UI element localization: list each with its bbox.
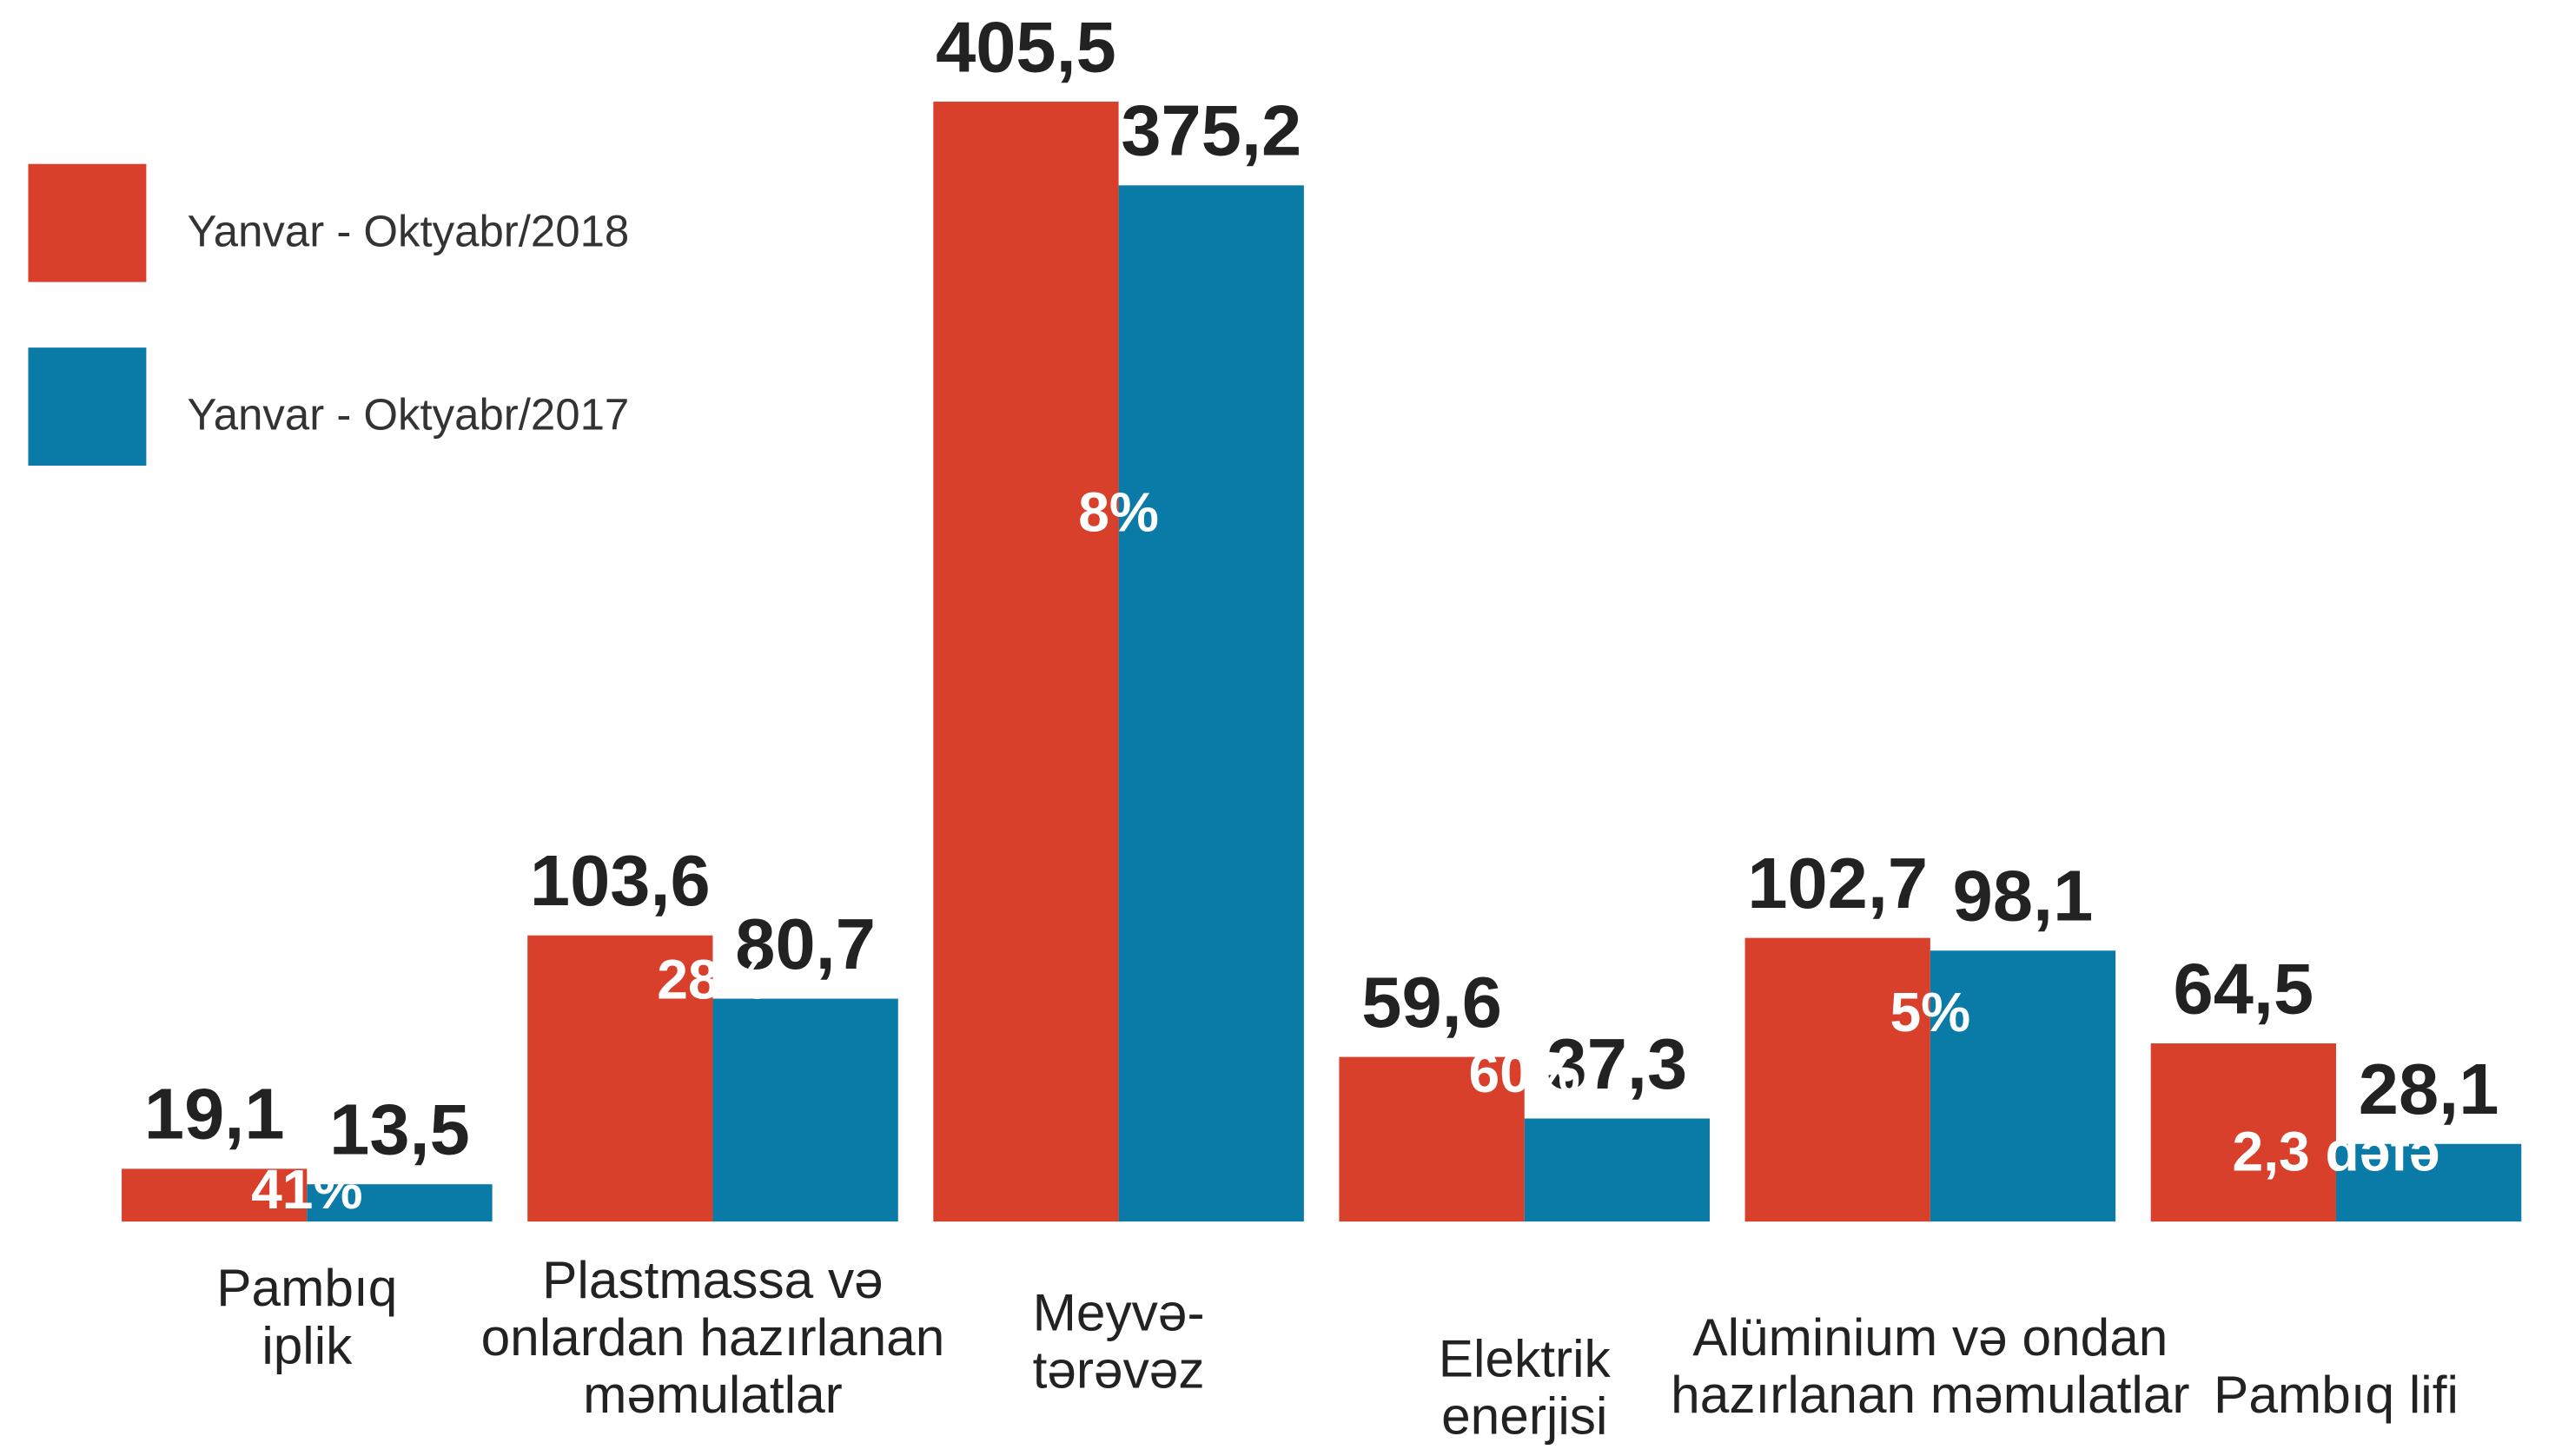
change-label: 2,3 dəfə [2233,1121,2440,1183]
value-label: 64,5 [2174,948,2314,1029]
legend-swatch [28,163,147,282]
value-label: 405,5 [936,6,1116,87]
bar [933,102,1119,1222]
value-label: 80,7 [735,903,876,984]
bar [712,998,898,1222]
value-label: 13,5 [329,1089,470,1170]
bar [527,935,713,1222]
bar [2335,1143,2522,1222]
category-label: enerjisi [1441,1386,1607,1445]
value-label: 59,6 [1361,962,1502,1042]
value-label: 98,1 [1953,856,2094,936]
value-label: 375,2 [1121,90,1301,171]
category-label: məmulatlar [583,1365,843,1424]
category-label: Pambıq [216,1258,397,1317]
bar [307,1184,493,1222]
bar [1744,937,1930,1222]
category-label: onlardan hazırlanan [481,1307,945,1367]
bar [122,1168,308,1222]
change-label: 28% [657,948,768,1010]
category-label: Alüminium və ondan [1692,1307,2168,1367]
bar [1118,185,1304,1222]
value-label: 102,7 [1747,843,1928,923]
change-label: 60% [1469,1042,1580,1104]
legend-swatch [28,347,147,467]
change-label: 5% [1890,981,1970,1043]
bar [1339,1056,1525,1222]
value-label: 28,1 [2359,1049,2499,1129]
bar [1930,950,2116,1222]
change-label: 8% [1078,480,1159,543]
value-label: 19,1 [144,1074,285,1155]
change-label: 41% [251,1158,362,1221]
value-label: 103,6 [530,840,711,921]
legend-label: Yanvar - Oktyabr/2017 [188,390,630,440]
category-label: hazırlanan məmulatlar [1671,1365,2189,1424]
category-label: iplik [261,1315,353,1374]
value-label: 37,3 [1547,1023,1688,1104]
category-label: Pambıq lifi [2214,1365,2459,1424]
category-label: tərəvəz [1033,1340,1205,1400]
category-label: Elektrik [1439,1328,1612,1387]
bar [2150,1043,2336,1222]
bar [1524,1118,1711,1222]
category-label: Meyvə- [1033,1283,1205,1342]
legend-label: Yanvar - Oktyabr/2018 [188,206,630,255]
category-label: Plastmassa və [542,1250,884,1309]
